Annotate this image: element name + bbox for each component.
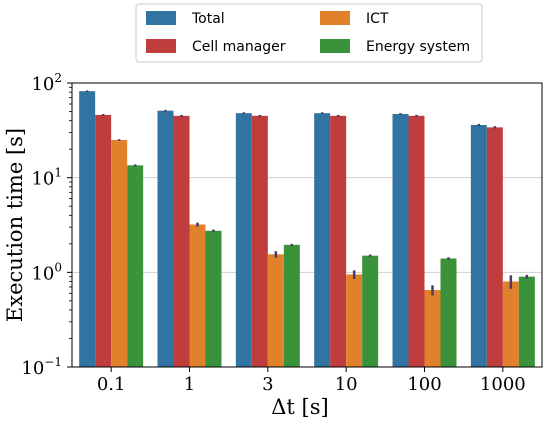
bar-ict-4 [424, 290, 441, 367]
bar-energy-system-4 [440, 258, 457, 367]
legend-label-ict: ICT [366, 11, 389, 27]
bar-ict-5 [502, 281, 519, 367]
legend-swatch-energy-system [320, 39, 350, 53]
bar-total-3 [314, 113, 331, 367]
legend-label-energy-system: Energy system [366, 39, 470, 55]
x-tick-label-1: 1 [184, 374, 195, 395]
bar-energy-system-0 [127, 165, 144, 367]
bar-cell-manager-0 [95, 114, 112, 367]
bar-cell-manager-2 [251, 115, 268, 367]
legend-swatch-total [146, 11, 176, 25]
bar-energy-system-5 [518, 276, 535, 367]
bar-cell-manager-5 [486, 127, 503, 367]
legend-label-total: Total [191, 11, 225, 27]
y-tick-label-1: 100 [31, 260, 62, 284]
bar-ict-2 [267, 254, 284, 367]
error-bars [85, 90, 529, 296]
legend-frame [135, 3, 483, 63]
bar-total-4 [392, 114, 409, 367]
y-tick-label-0: 10−1 [21, 355, 62, 379]
legend-swatch-ict [320, 11, 350, 25]
y-tick-label-2: 101 [31, 166, 62, 190]
bar-cell-manager-4 [408, 115, 425, 367]
bar-cell-manager-1 [173, 115, 190, 367]
bar-energy-system-1 [205, 230, 222, 367]
x-tick-label-0: 0.1 [97, 374, 126, 395]
bar-ict-3 [346, 274, 363, 367]
x-tick-label-4: 100 [407, 374, 441, 395]
legend: Total Cell manager ICT Energy system [135, 3, 483, 63]
bar-total-5 [470, 125, 487, 368]
legend-swatch-cell-manager [146, 39, 176, 53]
bar-energy-system-3 [362, 255, 379, 367]
bar-ict-0 [111, 139, 128, 367]
y-ticks: 10−1 100 101 102 [21, 71, 72, 379]
bar-total-0 [79, 91, 96, 367]
y-axis-label: Execution time [s] [3, 128, 27, 322]
x-axis-label: Δt [s] [271, 395, 328, 419]
bar-ict-1 [189, 224, 206, 367]
plot-frame [71, 82, 543, 368]
bars [79, 91, 535, 368]
bar-total-2 [235, 113, 252, 367]
x-tick-label-2: 3 [262, 374, 273, 395]
x-tick-label-5: 1000 [480, 374, 526, 395]
bar-cell-manager-3 [330, 115, 347, 367]
legend-label-cell-manager: Cell manager [192, 39, 286, 55]
bar-total-1 [157, 110, 174, 368]
x-tick-label-3: 10 [335, 374, 358, 395]
x-ticks: 0.1 1 3 10 100 1000 [97, 367, 526, 395]
y-tick-label-3: 102 [31, 71, 62, 95]
bar-energy-system-2 [283, 244, 300, 367]
